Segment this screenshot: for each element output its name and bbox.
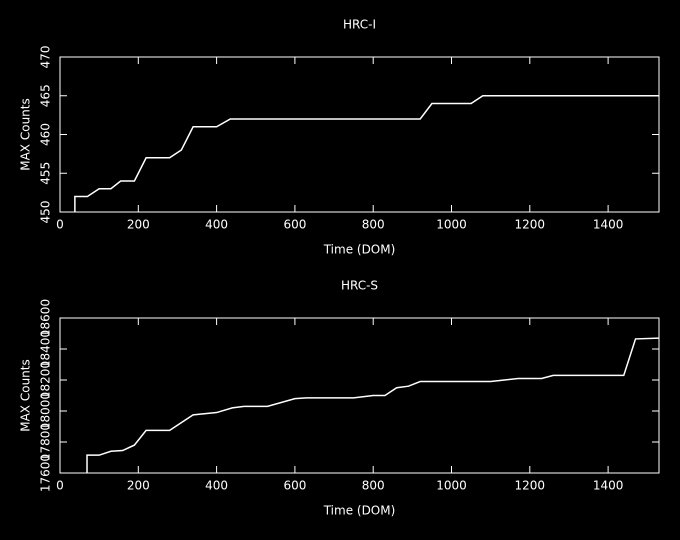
x-tick-label: 1200	[515, 479, 546, 493]
x-tick-label: 1000	[436, 479, 467, 493]
y-tick-label: 460	[39, 123, 53, 146]
x-tick-label: 1000	[436, 218, 467, 232]
plot-frame	[59, 317, 660, 474]
y-tick-label: 18400	[39, 330, 53, 368]
data-line	[74, 95, 659, 212]
chart-title: HRC-S	[341, 279, 378, 293]
data-line	[86, 337, 660, 473]
x-tick-label: 1400	[593, 218, 624, 232]
x-axis-label: Time (DOM)	[323, 243, 396, 257]
x-tick-label: 200	[127, 479, 150, 493]
y-tick-label: 18200	[39, 361, 53, 399]
y-tick-label: 17800	[39, 423, 53, 461]
y-tick-label: 18000	[39, 392, 53, 430]
chart-title: HRC-I	[343, 18, 376, 32]
x-tick-label: 400	[205, 218, 228, 232]
x-tick-label: 400	[205, 479, 228, 493]
y-tick-label: 450	[39, 201, 53, 224]
x-tick-label: 200	[127, 218, 150, 232]
x-tick-label: 0	[56, 479, 64, 493]
x-tick-label: 600	[283, 479, 306, 493]
x-tick-label: 600	[283, 218, 306, 232]
plot-frame	[59, 56, 660, 213]
y-axis-label: MAX Counts	[19, 98, 33, 171]
x-tick-label: 800	[362, 479, 385, 493]
y-tick-label: 17600	[39, 454, 53, 492]
x-tick-label: 800	[362, 218, 385, 232]
x-tick-label: 0	[56, 218, 64, 232]
x-tick-label: 1400	[593, 479, 624, 493]
x-tick-label: 1200	[515, 218, 546, 232]
x-axis-label: Time (DOM)	[323, 504, 396, 518]
y-axis-label: MAX Counts	[19, 359, 33, 432]
y-tick-label: 470	[39, 46, 53, 69]
y-tick-label: 465	[39, 84, 53, 107]
y-tick-label: 18600	[39, 299, 53, 337]
y-tick-label: 455	[39, 162, 53, 185]
